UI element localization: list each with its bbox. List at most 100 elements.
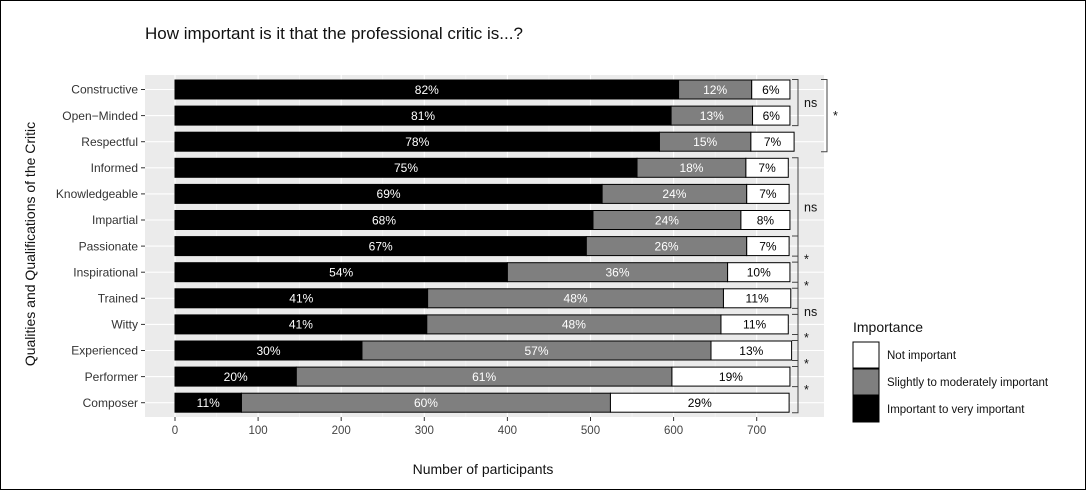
category-label: Knowledgeable xyxy=(56,187,138,201)
significance-label: * xyxy=(833,109,838,123)
significance-label: * xyxy=(804,279,809,293)
category-label: Trained xyxy=(98,292,138,306)
bar-percent-label: 7% xyxy=(759,239,777,253)
bar-segment xyxy=(750,131,795,152)
significance-bracket xyxy=(792,287,799,335)
x-axis-title: Number of participants xyxy=(413,461,554,477)
bar-percent-label: 67% xyxy=(369,239,393,253)
bar-percent-label: 15% xyxy=(693,135,717,149)
bar-percent-label: 19% xyxy=(719,370,743,384)
bar-percent-label: 10% xyxy=(747,266,771,280)
significance-label: * xyxy=(804,253,809,267)
bar-percent-label: 24% xyxy=(655,213,679,227)
significance-bracket xyxy=(792,78,799,127)
x-tick-label: 200 xyxy=(332,425,351,437)
category-label: Experienced xyxy=(71,344,138,358)
legend-title: Importance xyxy=(853,319,923,335)
category-label: Witty xyxy=(111,318,138,332)
bars-layer xyxy=(174,79,795,413)
x-tick-label: 0 xyxy=(172,425,178,437)
x-tick-label: 700 xyxy=(747,425,766,437)
bar-percent-label: 13% xyxy=(700,109,724,123)
bar-percent-label: 26% xyxy=(655,239,679,253)
legend-label: Not important xyxy=(887,350,957,362)
bar-segment xyxy=(751,79,791,100)
significance-bracket xyxy=(792,235,799,283)
significance-bracket xyxy=(792,261,799,309)
bar-segment xyxy=(746,183,790,204)
legend-swatch xyxy=(852,395,880,423)
bar-segment xyxy=(752,105,791,126)
bar-percent-label: 48% xyxy=(562,318,586,332)
bar-percent-label: 60% xyxy=(414,396,438,410)
category-label: Constructive xyxy=(71,83,138,97)
significance-bracket xyxy=(821,78,828,153)
bar-percent-label: 54% xyxy=(329,266,353,280)
bar-percent-label: 13% xyxy=(739,344,763,358)
legend-label: Important to very important xyxy=(887,404,1025,416)
bar-percent-label: 36% xyxy=(605,266,629,280)
category-label: Inspirational xyxy=(73,265,138,279)
significance-label: * xyxy=(804,357,809,371)
bar-percent-label: 24% xyxy=(662,187,686,201)
bar-percent-label: 11% xyxy=(743,318,766,332)
category-label: Passionate xyxy=(79,239,139,253)
x-tick-label: 600 xyxy=(664,425,683,437)
category-label: Informed xyxy=(91,161,138,175)
bar-percent-label: 7% xyxy=(759,187,777,201)
significance-label: ns xyxy=(804,305,817,319)
bar-segment xyxy=(609,392,790,413)
bar-percent-label: 81% xyxy=(411,109,435,123)
bar-percent-label: 75% xyxy=(394,161,418,175)
bar-percent-label: 6% xyxy=(762,83,780,97)
legend-swatch xyxy=(852,368,880,396)
bar-percent-label: 48% xyxy=(564,292,588,306)
y-axis-title: Qualities and Qualifications of the Crit… xyxy=(22,122,38,366)
x-tick-label: 100 xyxy=(249,425,268,437)
significance-bracket xyxy=(792,339,799,388)
bar-segment xyxy=(671,366,791,387)
bar-percent-label: 11% xyxy=(746,292,769,306)
bar-segment xyxy=(727,262,791,283)
bar-percent-label: 11% xyxy=(197,396,220,410)
percent-labels-layer: 82% 12% 6% 81% 13% 6% 78% 15% 7% 75% 18% 7% 69% 24% 7%… xyxy=(197,83,782,410)
legend-swatch xyxy=(852,341,880,369)
legend-label: Slightly to moderately important xyxy=(887,377,1049,389)
significance-bracket xyxy=(792,366,799,414)
bar-percent-label: 69% xyxy=(377,187,401,201)
significance-bracket xyxy=(792,157,799,257)
bar-percent-label: 82% xyxy=(415,83,439,97)
significance-label: ns xyxy=(804,96,817,110)
bar-percent-label: 41% xyxy=(289,292,313,306)
bar-percent-label: 41% xyxy=(289,318,313,332)
x-tick-label: 400 xyxy=(498,425,517,437)
bar-percent-label: 29% xyxy=(688,396,712,410)
bar-percent-label: 7% xyxy=(758,161,776,175)
category-label: Respectful xyxy=(81,135,138,149)
bar-segment xyxy=(740,210,791,230)
category-labels-layer: Constructive Open−Minded Respectful Informe… xyxy=(56,83,145,410)
category-label: Composer xyxy=(83,396,138,410)
bar-percent-label: 57% xyxy=(524,344,548,358)
bar-percent-label: 68% xyxy=(372,213,396,227)
significance-label: ns xyxy=(804,200,817,214)
chart-title: How important is it that the professiona… xyxy=(145,24,523,43)
x-tick-label: 300 xyxy=(415,425,434,437)
bar-percent-label: 61% xyxy=(472,370,496,384)
category-label: Open−Minded xyxy=(62,109,138,123)
x-tick-label: 500 xyxy=(581,425,600,437)
significance-label: * xyxy=(804,331,809,345)
bar-percent-label: 7% xyxy=(764,135,782,149)
bar-percent-label: 12% xyxy=(703,83,727,97)
bar-percent-label: 8% xyxy=(757,213,775,227)
bar-segment xyxy=(745,157,789,178)
x-axis-ticks: 0 100 200 300 400 500 600 700 xyxy=(172,417,766,437)
bar-percent-label: 30% xyxy=(256,344,280,358)
bar-segment xyxy=(720,314,789,335)
bar-segment xyxy=(710,340,793,361)
significance-bracket xyxy=(792,313,799,362)
bar-percent-label: 18% xyxy=(679,161,703,175)
bar-segment xyxy=(746,236,790,257)
